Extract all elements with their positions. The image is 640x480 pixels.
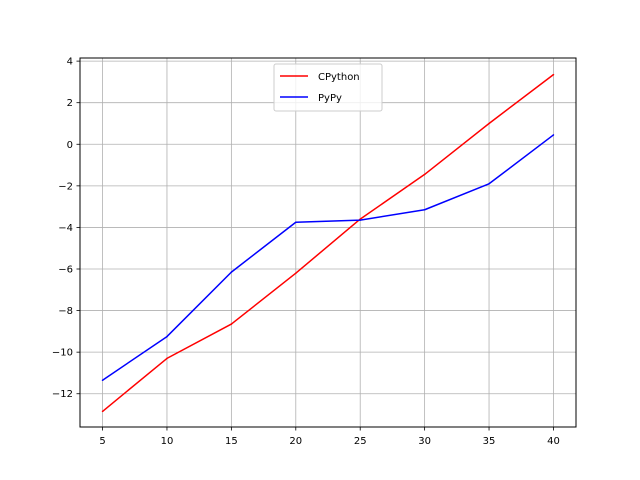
data-point-cpython (423, 173, 426, 176)
series-line-pypy (102, 134, 554, 381)
legend: CPython PyPy (273, 63, 383, 112)
x-tick-label: 10 (161, 436, 174, 447)
x-tick-label: 15 (225, 436, 238, 447)
series-lines (101, 73, 555, 413)
x-tick-label: 20 (289, 436, 302, 447)
data-point-cpython (166, 357, 168, 360)
y-tick-label: −10 (52, 348, 73, 359)
y-tick-label: −6 (58, 265, 73, 276)
grid (80, 58, 576, 427)
data-point-cpython (488, 122, 490, 125)
data-point-cpython (295, 272, 297, 274)
data-point-pypy (423, 209, 426, 211)
y-tick-label: −2 (58, 181, 73, 192)
y-tick-label: −12 (52, 389, 73, 400)
y-tick-label: −4 (58, 223, 73, 234)
data-point-pypy (488, 183, 490, 185)
data-point-pypy (295, 221, 297, 223)
y-axis: −12 −10 −8 −6 −4 −2 0 2 4 (52, 57, 80, 400)
x-axis: 5 10 15 20 25 30 35 40 (99, 427, 560, 447)
axes-frame (79, 57, 577, 428)
data-point-pypy (166, 335, 168, 338)
data-point-pypy (359, 219, 361, 221)
y-tick-label: 0 (67, 140, 73, 151)
legend-label-pypy: PyPy (318, 93, 342, 104)
data-point-cpython (552, 73, 555, 76)
series-line-cpython (102, 74, 554, 412)
y-tick-label: −8 (58, 306, 73, 317)
y-tick-label: 2 (67, 98, 73, 109)
data-point-pypy (230, 271, 233, 273)
data-point-pypy (101, 379, 104, 381)
data-point-cpython (101, 410, 104, 413)
data-point-pypy (552, 134, 555, 136)
x-tick-label: 25 (354, 436, 367, 447)
data-point-cpython (230, 323, 233, 325)
x-tick-label: 30 (418, 436, 431, 447)
x-tick-label: 40 (547, 436, 560, 447)
y-tick-label: 4 (67, 57, 73, 68)
x-tick-label: 5 (99, 436, 105, 447)
x-tick-label: 35 (483, 436, 496, 447)
legend-label-cpython: CPython (318, 72, 360, 83)
